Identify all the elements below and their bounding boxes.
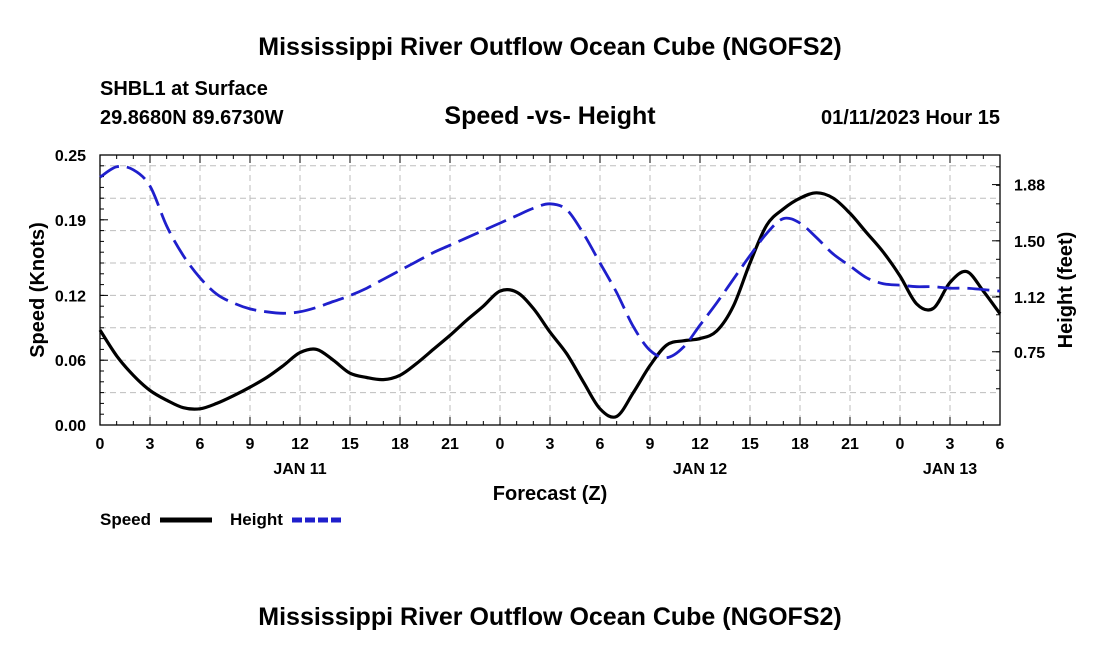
y2-tick-label: 1.88 (1014, 178, 1045, 195)
x-tick-label: 9 (646, 436, 655, 453)
y-tick-label: 0.25 (55, 148, 86, 165)
legend-height-label: Height (230, 510, 283, 529)
x-tick-label: 15 (741, 436, 759, 453)
x-axis-title: Forecast (Z) (493, 483, 607, 505)
legend: Speed Height (100, 510, 342, 529)
datetime-label: 01/11/2023 Hour 15 (821, 107, 1000, 129)
x-tick-label: 0 (96, 436, 105, 453)
x-tick-label: 21 (441, 436, 459, 453)
y-tick-label: 0.06 (55, 353, 86, 370)
day-label: JAN 12 (673, 461, 727, 478)
y2-tick-label: 1.50 (1014, 234, 1045, 251)
grid (100, 155, 1000, 425)
axis-ticks (99, 154, 1001, 426)
x-tick-label: 3 (546, 436, 555, 453)
x-tick-label: 3 (946, 436, 955, 453)
day-label: JAN 13 (923, 461, 977, 478)
x-tick-label: 21 (841, 436, 859, 453)
x-tick-label: 0 (496, 436, 505, 453)
x-tick-label: 18 (391, 436, 409, 453)
x-tick-label: 9 (246, 436, 255, 453)
x-tick-label: 0 (896, 436, 905, 453)
x-tick-label: 12 (691, 436, 709, 453)
y2-tick-label: 0.75 (1014, 345, 1045, 362)
height-series-line (99, 164, 1001, 360)
y-tick-label: 0.00 (55, 418, 86, 435)
y-axis-title: Speed (Knots) (27, 222, 49, 358)
y2-tick-label: 1.12 (1014, 290, 1045, 307)
footer-title: Mississippi River Outflow Ocean Cube (NG… (258, 603, 841, 631)
x-tick-label: 15 (341, 436, 359, 453)
y-tick-label: 0.12 (55, 288, 86, 305)
y-tick-label: 0.19 (55, 213, 86, 230)
series-layer (98, 164, 1002, 419)
page-title: Mississippi River Outflow Ocean Cube (NG… (258, 33, 841, 61)
station-label: SHBL1 at Surface (100, 78, 268, 100)
x-tick-label: 12 (291, 436, 309, 453)
speed-series-line (98, 191, 1002, 419)
y2-axis-title: Height (feet) (1055, 232, 1077, 349)
coordinates-label: 29.8680N 89.6730W (100, 107, 284, 129)
x-tick-label: 6 (196, 436, 205, 453)
legend-speed-label: Speed (100, 510, 151, 529)
x-tick-label: 6 (996, 436, 1005, 453)
day-label: JAN 11 (273, 461, 326, 478)
chart-title: Speed -vs- Height (444, 102, 656, 130)
x-tick-label: 18 (791, 436, 809, 453)
x-tick-label: 3 (146, 436, 155, 453)
x-tick-label: 6 (596, 436, 605, 453)
tick-labels: 0 3 6 9 12 15 18 21 0 3 6 9 12 15 18 21 0 3 6 JAN 11 JAN 12 J… (55, 148, 1045, 478)
